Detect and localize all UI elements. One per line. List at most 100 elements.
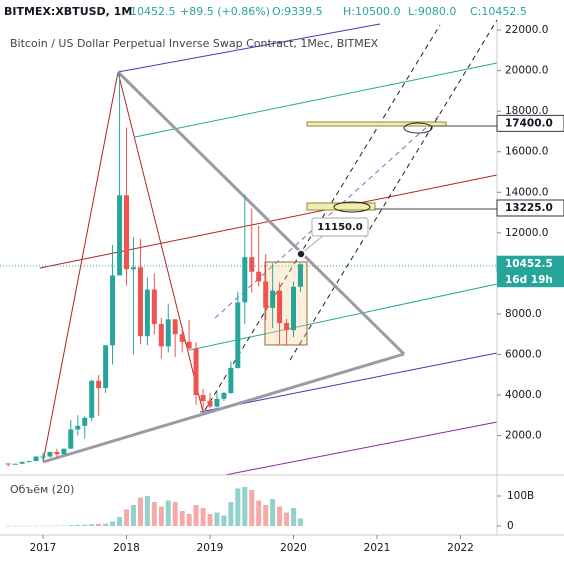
candle-body [68,429,74,449]
x-tick-label: 2022 [447,542,474,554]
volume-bar [110,521,116,526]
candle-body [33,456,39,462]
volume-bar [291,508,297,526]
volume-bar [186,514,192,526]
volume-bar [117,517,123,526]
candle-body [151,289,157,325]
x-tick-label: 2021 [364,542,391,554]
candle-body [228,368,234,393]
countdown: 16d 19h [505,274,553,286]
volume-bar [61,525,67,527]
ohlc-open: O:9339.5 [272,5,323,18]
candle-body [137,267,143,337]
volume-bar [54,525,60,527]
volume-title: Объём (20) [10,483,74,496]
callout-marker [296,249,306,259]
subtitle: Bitcoin / US Dollar Perpetual Inverse Sw… [10,37,379,50]
price-badge-label: 13225.0 [505,202,553,214]
ohlc-close: C:10452.5 [470,5,527,18]
candle-body [256,271,262,282]
y-tick-label: 22000.0 [505,24,548,36]
price-badge [496,199,564,217]
x-tick-label: 2019 [197,542,224,554]
callout-leader [300,233,326,255]
volume-bar [26,525,32,527]
volume-bar [130,505,136,526]
callout-text: 11150.0 [317,222,363,233]
volume-bar [19,525,25,527]
volume-bar [89,524,95,526]
candle-body [96,380,102,389]
symbol: BITMEX:XBTUSD, 1M [4,5,132,18]
candle-body [207,401,213,407]
volume-bar [137,497,143,526]
dashed-line [214,114,441,319]
candle-body [277,290,283,324]
volume-bar [284,512,290,526]
volume-bar [82,524,88,526]
candle-body [221,392,227,399]
volume-bar [33,525,39,527]
volume-bar [193,505,199,526]
candle-body [40,456,46,458]
volume-bar [103,523,109,526]
volume-bar [221,515,227,526]
candle-body [284,323,290,331]
candle-body [263,281,269,308]
y-tick-label: 18000.0 [505,105,548,117]
highlight-box [306,121,447,127]
candle-body [235,302,241,369]
candle-body [82,417,88,426]
candle-body [158,324,164,347]
volume-bar [214,512,220,526]
candle-body [89,380,95,418]
volume-bar [47,525,53,527]
candle-body [12,463,18,465]
ohlc-low: L:9080.0 [408,5,456,18]
dashed-line [289,19,498,361]
candle-body [103,345,109,389]
candle-body [172,319,178,335]
y-tick-label: 14000.0 [505,186,548,198]
volume-bar [249,490,255,526]
trend-line [224,421,498,476]
ellipse [333,201,371,213]
volume-bar [235,488,241,526]
callout-box [311,217,369,237]
volume-bar [242,487,248,526]
candle-body [26,461,32,463]
y-tick-label: 2000.0 [505,430,542,442]
trend-line [134,62,498,138]
volume-bar [5,525,11,527]
y-tick-label: 100B [507,490,534,502]
x-tick-label: 2020 [280,542,307,554]
volume-bar [151,502,157,526]
candle-body [186,341,192,349]
x-tick-label: 2018 [113,542,140,554]
candle-body [193,348,199,395]
candle-body [19,461,25,464]
last-price: 10452.5 [130,5,176,18]
y-tick-label: 16000.0 [505,146,548,158]
volume-bar [228,502,234,526]
triangle-line [42,352,405,464]
candle-body [110,275,116,346]
ellipse [403,122,433,134]
volume-bar [96,523,102,526]
candle-body [179,334,185,342]
volume-bar [124,509,130,526]
candle-body [165,319,171,347]
countdown-badge [497,272,564,288]
ohlc-high: H:10500.0 [343,5,400,18]
volume-bar [270,499,276,526]
y-tick-label: 8000.0 [505,308,542,320]
candle-body [249,257,255,272]
y-tick-label: 4000.0 [505,389,542,401]
volume-bar [165,500,171,526]
x-tick-label: 2017 [30,542,57,554]
candle-body [200,394,206,402]
volume-bar [68,525,74,526]
y-tick-label: 12000.0 [505,227,548,239]
